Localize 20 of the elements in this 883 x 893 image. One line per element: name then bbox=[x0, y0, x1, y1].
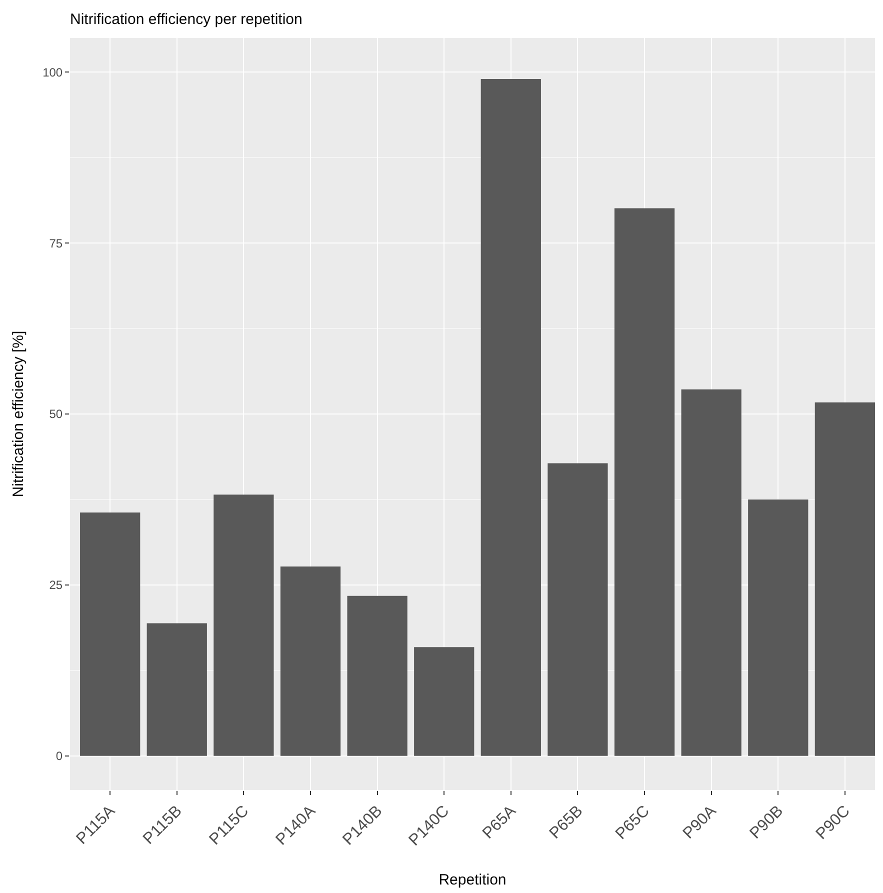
bar bbox=[347, 596, 408, 756]
bar bbox=[748, 499, 808, 756]
bar bbox=[614, 208, 675, 756]
y-tick-label: 75 bbox=[49, 236, 63, 250]
bar bbox=[414, 647, 474, 756]
bar bbox=[80, 512, 140, 756]
bar bbox=[548, 463, 608, 756]
x-axis-title: Repetition bbox=[438, 871, 506, 888]
y-tick-label: 25 bbox=[49, 578, 63, 592]
bar bbox=[280, 566, 341, 756]
chart-title: Nitrification efficiency per repetition bbox=[70, 10, 302, 28]
bar bbox=[681, 389, 742, 756]
bar bbox=[146, 623, 207, 756]
bar bbox=[814, 402, 875, 756]
y-tick-label: 50 bbox=[49, 407, 63, 422]
y-tick-label: 100 bbox=[42, 65, 63, 80]
bar bbox=[214, 494, 274, 756]
y-axis-title: Nitrification efficiency [%] bbox=[10, 330, 27, 498]
bar bbox=[480, 79, 541, 756]
y-tick-label: 0 bbox=[56, 749, 63, 764]
